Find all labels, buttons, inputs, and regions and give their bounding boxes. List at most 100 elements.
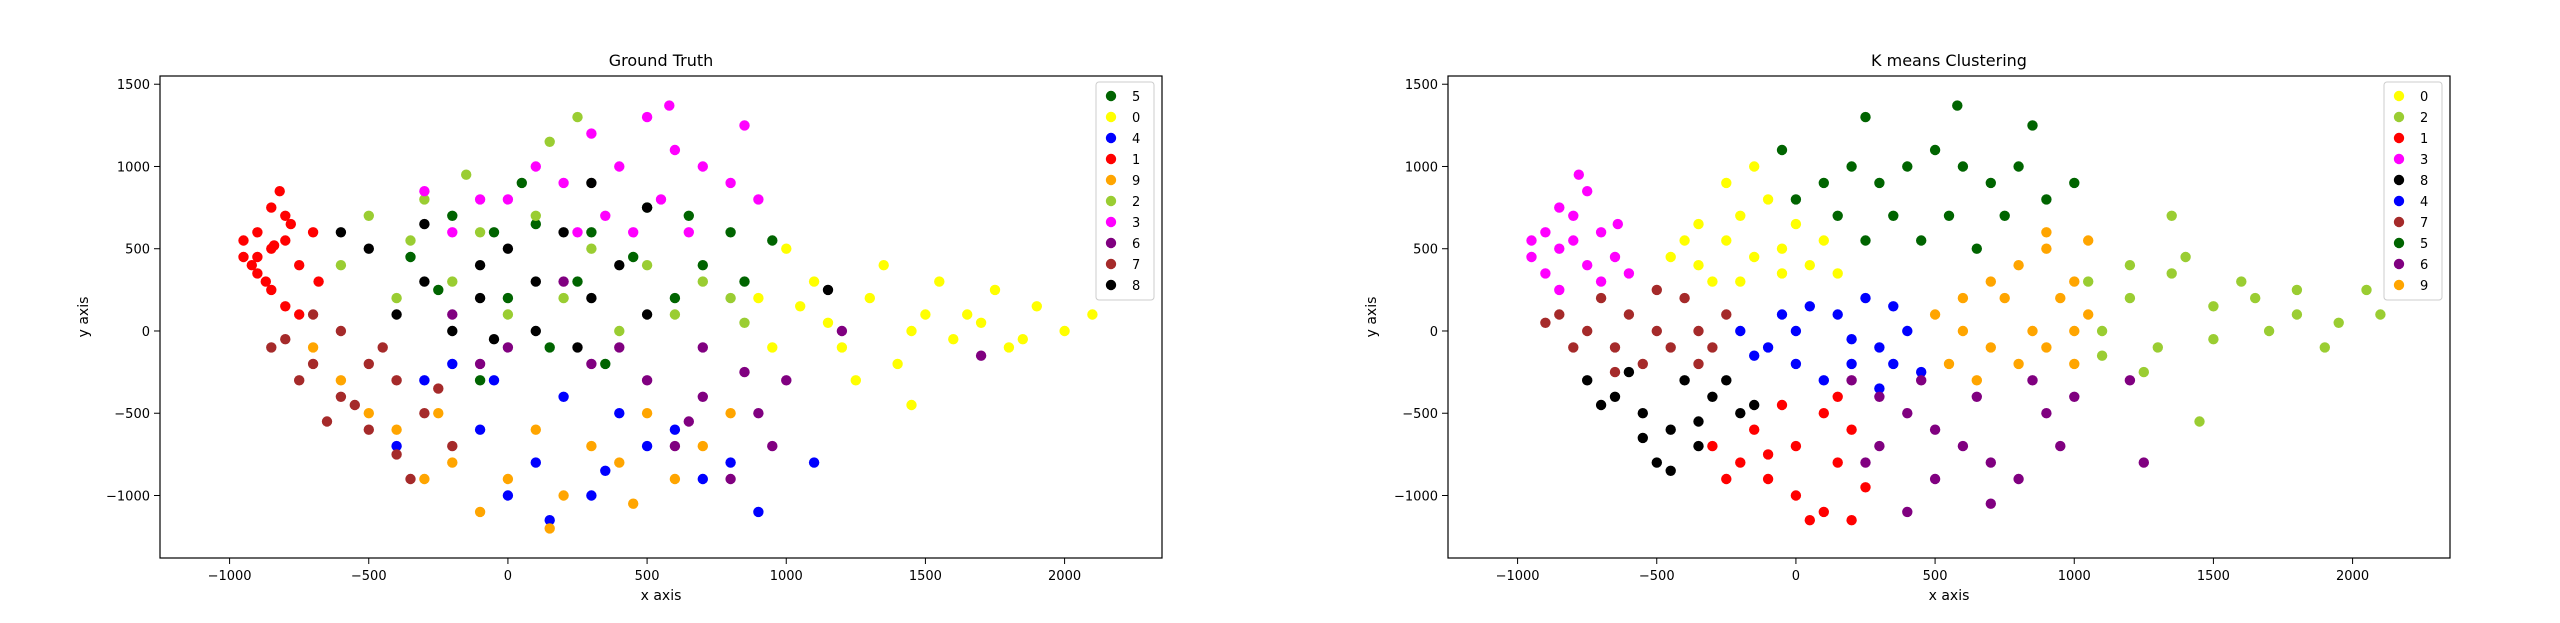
legend-box	[2383, 81, 2443, 301]
series-9	[307, 342, 736, 534]
data-point	[447, 276, 458, 287]
series-3	[419, 100, 764, 238]
legend-label: 6	[2420, 258, 2428, 273]
data-point	[683, 416, 694, 427]
data-point	[892, 358, 903, 370]
legend-marker	[2393, 195, 2405, 207]
data-point	[2013, 161, 2024, 172]
data-point	[1595, 292, 1607, 304]
data-point	[1623, 309, 1635, 320]
data-point	[1916, 366, 1927, 378]
legend-label: 8	[1132, 279, 1140, 294]
legend-marker	[2393, 279, 2405, 291]
data-point	[2180, 251, 2191, 263]
legend-box	[1095, 81, 1155, 301]
data-point	[530, 325, 541, 337]
data-point	[989, 284, 1001, 296]
data-point	[1860, 457, 1871, 468]
data-point	[906, 399, 917, 411]
data-point	[1693, 218, 1704, 230]
data-point	[474, 375, 486, 386]
data-point	[335, 227, 347, 238]
data-point	[2041, 194, 2052, 205]
y-tick-label: −500	[1402, 407, 1438, 422]
data-point	[405, 473, 416, 485]
data-point	[1902, 325, 1913, 337]
data-point	[1554, 284, 1565, 296]
legend-marker	[1105, 111, 1117, 123]
data-point	[2166, 268, 2177, 279]
data-point	[822, 317, 834, 328]
data-point	[1749, 424, 1760, 435]
data-point	[1651, 457, 1663, 468]
data-point	[962, 309, 973, 320]
data-point	[697, 276, 708, 287]
data-point	[641, 375, 653, 386]
data-point	[614, 325, 625, 337]
data-point	[1554, 243, 1565, 254]
data-point	[2069, 325, 2080, 337]
data-point	[697, 440, 708, 452]
data-point	[252, 251, 263, 263]
data-point	[530, 457, 541, 468]
data-point	[1874, 342, 1885, 353]
data-point	[1860, 482, 1871, 493]
data-point	[586, 490, 597, 501]
data-point	[1568, 235, 1579, 246]
chart-title: Ground Truth	[609, 51, 714, 70]
data-point	[1609, 366, 1621, 378]
data-point	[600, 358, 611, 370]
data-point	[391, 449, 402, 460]
data-point	[2013, 473, 2024, 485]
data-point	[697, 161, 708, 172]
data-point	[474, 227, 486, 238]
series-8	[335, 177, 834, 353]
data-point	[1846, 515, 1857, 526]
data-point	[307, 358, 319, 370]
data-point	[1017, 334, 1028, 345]
series-6	[1846, 375, 2149, 518]
data-point	[474, 292, 486, 304]
data-point	[1790, 194, 1802, 205]
y-tick-label: −500	[114, 407, 150, 422]
data-point	[502, 342, 514, 353]
data-point	[1957, 292, 1969, 304]
data-point	[1595, 276, 1607, 287]
data-point	[1749, 399, 1760, 411]
legend-label: 1	[2420, 132, 2428, 147]
data-point	[1985, 276, 1997, 287]
data-point	[313, 276, 324, 287]
data-point	[1665, 465, 1676, 476]
data-point	[1790, 325, 1802, 337]
data-point	[1971, 243, 1983, 254]
data-point	[377, 342, 388, 353]
series-4	[391, 358, 820, 526]
data-point	[739, 120, 750, 131]
data-point	[1721, 177, 1732, 189]
y-tick-label: 1000	[1405, 160, 1438, 175]
data-point	[1804, 515, 1816, 526]
data-point	[433, 408, 444, 419]
data-point	[1526, 251, 1537, 263]
data-point	[767, 440, 778, 452]
data-point	[2027, 325, 2038, 337]
legend-label: 4	[1132, 132, 1140, 147]
data-point	[614, 408, 625, 419]
chart-title: K means Clustering	[1871, 51, 2027, 70]
data-point	[697, 473, 708, 485]
legend-label: 0	[1132, 111, 1140, 126]
data-point	[1776, 399, 1788, 411]
data-point	[1776, 309, 1788, 320]
data-point	[1735, 325, 1746, 337]
data-point	[1860, 292, 1871, 304]
data-point	[641, 309, 653, 320]
data-point	[266, 342, 277, 353]
data-point	[1902, 506, 1913, 518]
legend-marker	[2393, 132, 2405, 144]
data-point	[307, 342, 319, 353]
data-point	[1874, 383, 1885, 394]
data-point	[294, 309, 305, 320]
data-point	[544, 342, 555, 353]
legend-label: 0	[2420, 90, 2428, 105]
data-point	[2194, 416, 2205, 427]
